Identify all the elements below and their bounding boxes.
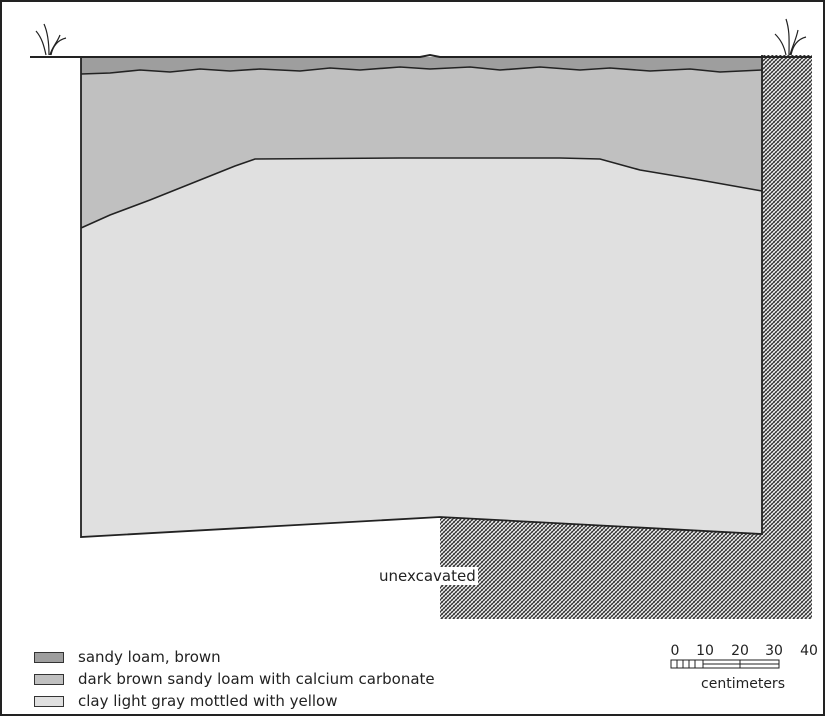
dark-brown-loam-layer	[81, 57, 762, 228]
scale-labels: 0 10 20 30 40 centimeters	[670, 643, 820, 692]
scale-tick-label: 30	[765, 643, 783, 659]
scale-bar	[670, 659, 780, 669]
legend-swatch-clay	[34, 695, 64, 707]
scale-tick-label: 40	[800, 643, 818, 659]
legend-label: clay light gray mottled with yellow	[78, 692, 338, 710]
pit-outline	[80, 55, 763, 538]
legend-swatch-sandy-loam	[34, 651, 64, 663]
legend-item: clay light gray mottled with yellow	[34, 690, 435, 712]
sandy-loam-layer	[81, 57, 762, 74]
scale-tick-label: 10	[696, 643, 714, 659]
layer-boundary-1	[80, 66, 763, 75]
unexcavated-bottom-hatch	[440, 517, 762, 619]
legend-item: dark brown sandy loam with calcium carbo…	[34, 668, 435, 690]
unexcavated-label: unexcavated	[377, 567, 478, 585]
legend-item: sandy loam, brown	[34, 646, 435, 668]
grass-tuft-left-icon	[35, 23, 67, 56]
scale-tick-label: 20	[731, 643, 749, 659]
unexcavated-side-hatch	[762, 55, 812, 619]
ground-surface	[30, 53, 812, 58]
clay-layer	[81, 57, 762, 537]
scale-unit-label: centimeters	[701, 676, 785, 692]
legend-label: sandy loam, brown	[78, 648, 221, 666]
layer-boundary-2	[80, 157, 763, 229]
scale-ticks: 0 10 20 30 40	[670, 643, 820, 661]
grass-tuft-right-icon	[774, 18, 807, 56]
scale-tick-label: 0	[670, 643, 680, 659]
legend-swatch-dark-brown-loam	[34, 673, 64, 685]
legend: sandy loam, brown dark brown sandy loam …	[34, 646, 435, 712]
legend-label: dark brown sandy loam with calcium carbo…	[78, 670, 435, 688]
